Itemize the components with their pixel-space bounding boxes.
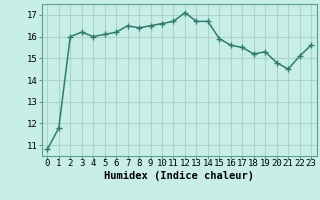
X-axis label: Humidex (Indice chaleur): Humidex (Indice chaleur) xyxy=(104,171,254,181)
